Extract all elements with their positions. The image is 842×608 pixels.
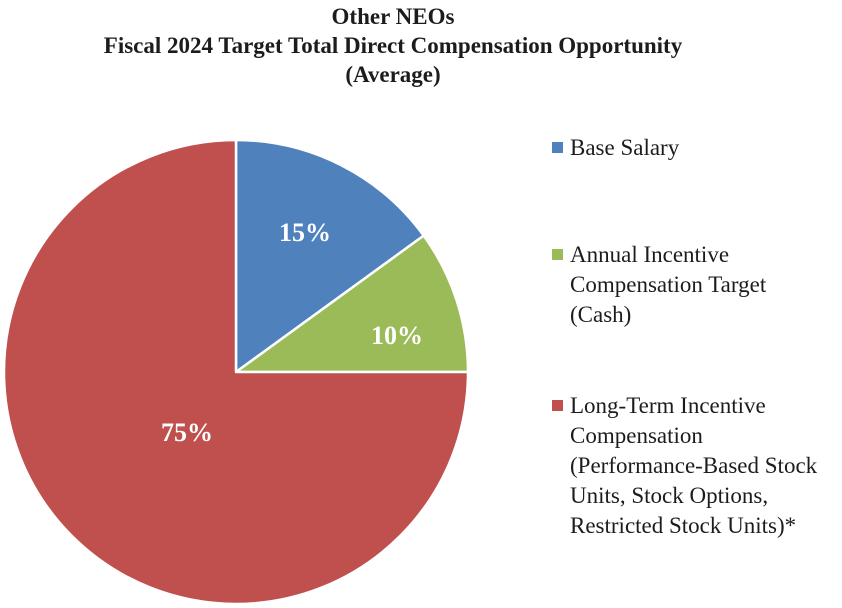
- legend-marker-base-salary: [552, 142, 563, 153]
- legend-label-long-term-incentive: Long-Term Incentive Compensation (Perfor…: [570, 393, 818, 538]
- pie-data-label-2: 75%: [161, 418, 213, 447]
- legend-item-long-term-incentive: Long-Term Incentive Compensation (Perfor…: [552, 391, 837, 541]
- pie-slice-1: [234, 234, 470, 374]
- legend-label-base-salary: Base Salary: [570, 135, 680, 160]
- chart-title-line2: Fiscal 2024 Target Total Direct Compensa…: [103, 33, 683, 58]
- legend-marker-long-term-incentive: [552, 400, 563, 411]
- pie-chart: 15% 10% 75%: [2, 138, 470, 606]
- legend-label-annual-incentive: Annual Incentive Compensation Target (Ca…: [570, 242, 767, 327]
- chart-title-line3: (Average): [345, 62, 441, 87]
- pie-data-label-0: 15%: [279, 218, 331, 247]
- legend-item-base-salary: Base Salary: [552, 133, 837, 163]
- pie-slice-2: [2, 138, 470, 606]
- pie-slice-0: [234, 138, 425, 374]
- legend-item-annual-incentive: Annual Incentive Compensation Target (Ca…: [552, 240, 837, 330]
- chart-title-line1: Other NEOs: [331, 4, 455, 29]
- legend-marker-annual-incentive: [552, 249, 563, 260]
- chart-title: Other NEOs Fiscal 2024 Target Total Dire…: [0, 2, 786, 89]
- pie-data-label-1: 10%: [371, 321, 423, 350]
